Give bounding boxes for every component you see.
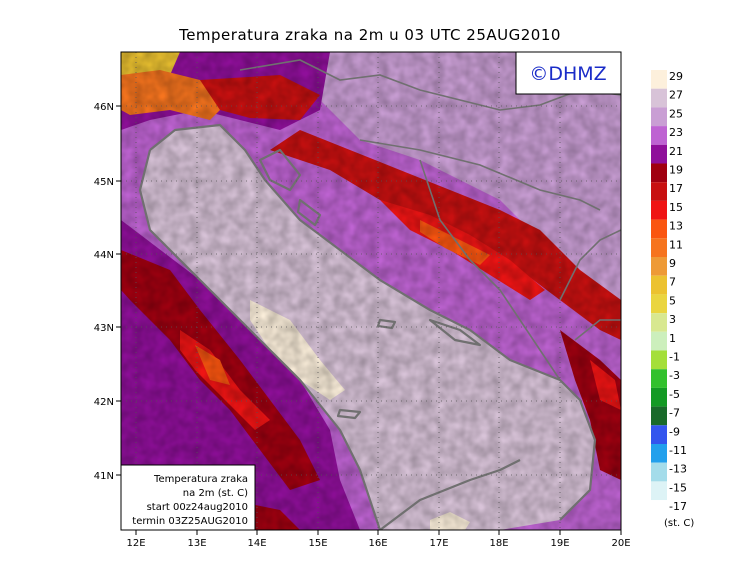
lat-label: 42N xyxy=(94,397,114,408)
legend-swatch xyxy=(651,462,667,482)
legend-swatch xyxy=(651,88,667,108)
legend-swatch xyxy=(651,331,667,351)
legend-label: 27 xyxy=(669,89,683,102)
info-line: na 2m (st. C) xyxy=(183,488,248,499)
legend-label: -1 xyxy=(669,351,680,364)
info-line: start 00z24aug2010 xyxy=(147,502,248,513)
plot-frame xyxy=(120,51,622,531)
legend-swatch xyxy=(651,126,667,145)
lat-label: 41N xyxy=(94,471,114,482)
legend-swatch xyxy=(651,387,667,407)
legend-swatch xyxy=(651,369,667,388)
lat-label: 45N xyxy=(94,177,114,188)
legend-label: 25 xyxy=(669,107,683,120)
legend-swatch xyxy=(651,313,667,332)
info-box: Temperatura zraka na 2m (st. C) start 00… xyxy=(120,464,256,531)
lon-label: 17E xyxy=(429,538,448,549)
legend-swatch xyxy=(651,425,667,444)
legend-label: -9 xyxy=(669,425,680,438)
legend-swatch xyxy=(651,70,667,89)
lat-label: 43N xyxy=(94,323,114,334)
legend-label: -15 xyxy=(669,481,687,494)
legend-colorbar xyxy=(651,70,667,519)
legend-swatch xyxy=(651,257,667,276)
grid xyxy=(121,52,621,530)
lon-label: 13E xyxy=(187,538,206,549)
info-line: Temperatura zraka xyxy=(153,474,248,485)
legend-label: 19 xyxy=(669,164,683,177)
borders xyxy=(239,59,621,381)
legend-label: 9 xyxy=(669,257,676,270)
legend-label: 17 xyxy=(669,182,683,195)
legend-label: 3 xyxy=(669,313,676,326)
lon-label: 20E xyxy=(611,538,630,549)
legend-label: 11 xyxy=(669,238,683,251)
lon-label: 19E xyxy=(550,538,569,549)
lat-label: 44N xyxy=(94,250,114,261)
legend-swatch xyxy=(651,500,667,519)
legend-swatch xyxy=(651,350,667,370)
legend-label: 5 xyxy=(669,294,676,307)
legend-label: -7 xyxy=(669,407,680,420)
legend-swatch xyxy=(651,481,667,501)
axis-ticks xyxy=(116,105,622,535)
legend-swatch xyxy=(651,182,667,201)
legend-swatch xyxy=(651,238,667,257)
legend-label: -5 xyxy=(669,388,680,401)
lon-label: 12E xyxy=(126,538,145,549)
lon-label: 18E xyxy=(489,538,508,549)
legend-swatch xyxy=(651,144,667,164)
legend-label: 21 xyxy=(669,145,683,158)
lon-label: 15E xyxy=(308,538,327,549)
legend-label: 29 xyxy=(669,70,683,83)
legend-swatch xyxy=(651,275,667,295)
legend-label: -13 xyxy=(669,463,687,476)
legend-label: 7 xyxy=(669,276,676,289)
legend-unit: (st. C) xyxy=(664,518,695,529)
legend-label: 15 xyxy=(669,201,683,214)
lon-label: 16E xyxy=(368,538,387,549)
legend-swatch xyxy=(651,444,667,463)
legend-swatch xyxy=(651,163,667,183)
lat-label: 46N xyxy=(94,102,114,113)
legend-label: -17 xyxy=(669,500,687,513)
legend-label: 23 xyxy=(669,126,683,139)
legend-swatch xyxy=(651,200,667,220)
legend-label: 13 xyxy=(669,220,683,233)
lon-label: 14E xyxy=(247,538,266,549)
info-line: termin 03Z25AUG2010 xyxy=(132,516,248,527)
dhmz-logo: ©DHMZ xyxy=(515,51,622,95)
coastlines xyxy=(138,123,597,530)
legend-swatch xyxy=(651,219,667,239)
lon-labels: 12E 13E 14E 15E 16E 17E 18E 19E 20E xyxy=(126,538,630,549)
legend-swatch xyxy=(651,294,667,314)
plot-area xyxy=(121,52,621,530)
legend-swatch xyxy=(651,406,667,426)
map-title: Temperatura zraka na 2m u 03 UTC 25AUG20… xyxy=(179,26,561,44)
legend-label: -11 xyxy=(669,444,687,457)
legend-swatch xyxy=(651,107,667,127)
legend-labels: 29 27 25 23 21 19 17 15 13 11 9 7 5 3 1 -1 -3 -5 -7 -9 -11 -1… xyxy=(669,70,687,513)
lat-labels: 46N 45N 44N 43N 42N 41N xyxy=(94,102,114,482)
logo-text: ©DHMZ xyxy=(529,63,606,85)
legend-label: 1 xyxy=(669,332,676,345)
legend-label: -3 xyxy=(669,369,680,382)
